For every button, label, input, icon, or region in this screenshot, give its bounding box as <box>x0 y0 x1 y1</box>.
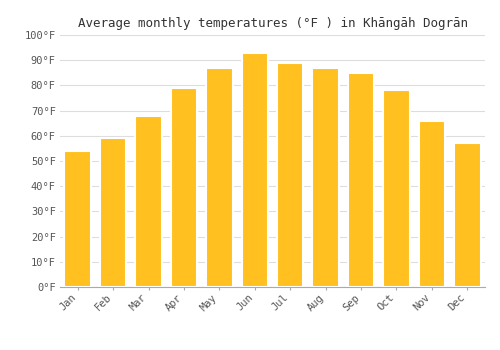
Bar <box>383 90 409 287</box>
Bar <box>64 151 91 287</box>
Bar <box>206 68 233 287</box>
Bar <box>242 52 268 287</box>
Bar <box>170 88 197 287</box>
Bar <box>348 73 374 287</box>
Bar <box>136 116 162 287</box>
Bar <box>312 68 339 287</box>
Bar <box>277 63 303 287</box>
Bar <box>454 144 480 287</box>
Bar <box>418 121 445 287</box>
Bar <box>100 138 126 287</box>
Title: Average monthly temperatures (°F ) in Khāngāh Dogrān: Average monthly temperatures (°F ) in Kh… <box>78 17 468 30</box>
